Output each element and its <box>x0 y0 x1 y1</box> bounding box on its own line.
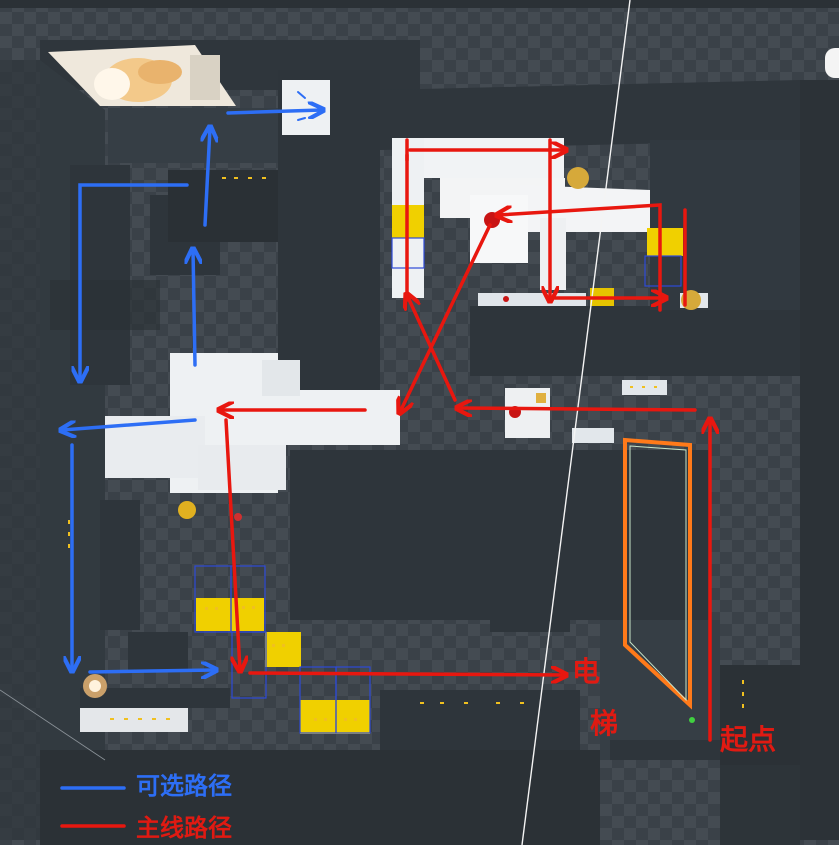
switches <box>83 212 521 698</box>
legend-main-path: 主线路径 <box>136 814 232 842</box>
elevator-label: 电 <box>572 655 601 688</box>
guide-line <box>521 0 631 845</box>
elevator-label-line2: 梯 <box>590 707 619 740</box>
dot-markers <box>68 177 744 721</box>
scroll-handle[interactable] <box>825 48 839 78</box>
start-point-label: 起点 <box>720 723 777 756</box>
elevator-shaft <box>623 437 695 723</box>
legend-optional-path: 可选路径 <box>136 772 232 800</box>
poster-image <box>48 45 236 106</box>
main-path-arrows <box>220 138 710 742</box>
legend-lines <box>60 786 126 828</box>
optional-path-arrows <box>62 91 322 672</box>
